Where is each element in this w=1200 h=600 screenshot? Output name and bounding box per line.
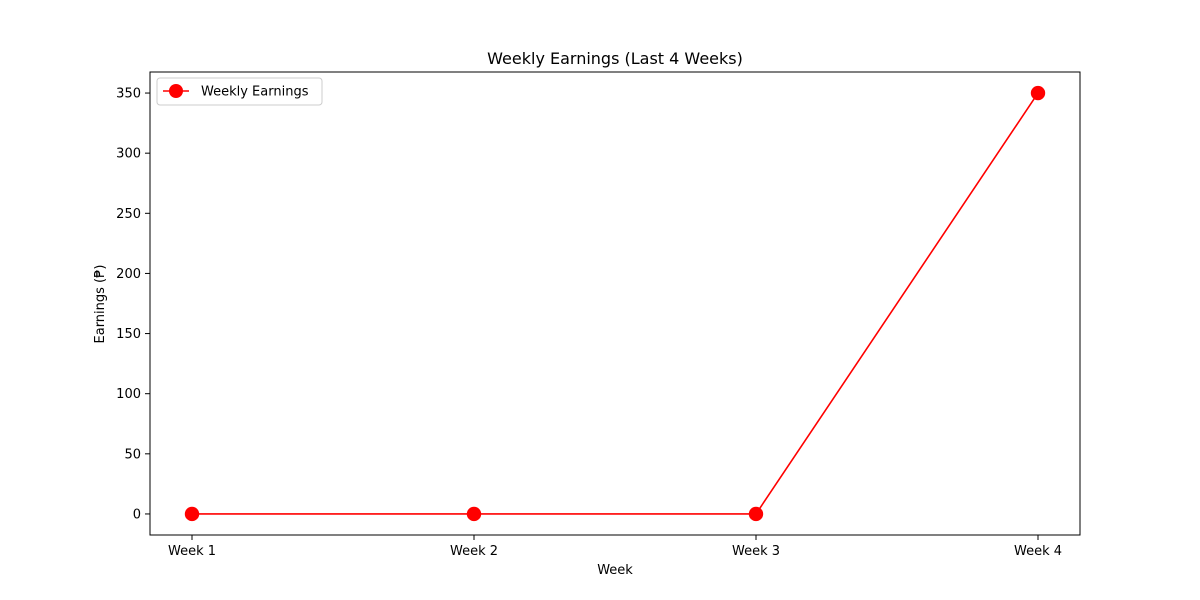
legend-frame [156,77,323,106]
y-tick-label: 150 [116,327,141,342]
series-line-weekly-earnings [192,92,1039,515]
legend-marker-swatch [169,84,183,98]
y-tick-label: 200 [116,267,141,282]
data-point [748,506,764,522]
y-tick-label: 350 [116,87,141,102]
y-tick-label: 100 [116,387,141,402]
y-tick-label: 250 [116,207,141,222]
chart-title: Weekly Earnings (Last 4 Weeks) [487,49,743,68]
y-axis-label: Earnings (₱) [93,265,108,344]
data-point [466,506,482,522]
y-axis: 0 50 100 150 200 250 300 350 [116,87,150,522]
x-tick-label: Week 4 [1014,544,1062,559]
series-layer [184,85,1046,522]
y-tick-label: 0 [133,507,141,522]
x-tick-label: Week 2 [450,544,498,559]
legend-entry-weekly-earnings: Weekly Earnings [201,85,309,100]
x-axis: Week 1 Week 2 Week 3 Week 4 [168,535,1062,559]
x-tick-label: Week 3 [732,544,780,559]
data-point [1030,85,1046,101]
x-tick-label: Week 1 [168,544,216,559]
plot-area [149,71,1081,536]
data-point [184,506,200,522]
y-tick-label: 50 [124,447,141,462]
x-axis-label: Week [597,563,633,578]
legend: Weekly Earnings [156,77,323,106]
y-tick-label: 300 [116,147,141,162]
